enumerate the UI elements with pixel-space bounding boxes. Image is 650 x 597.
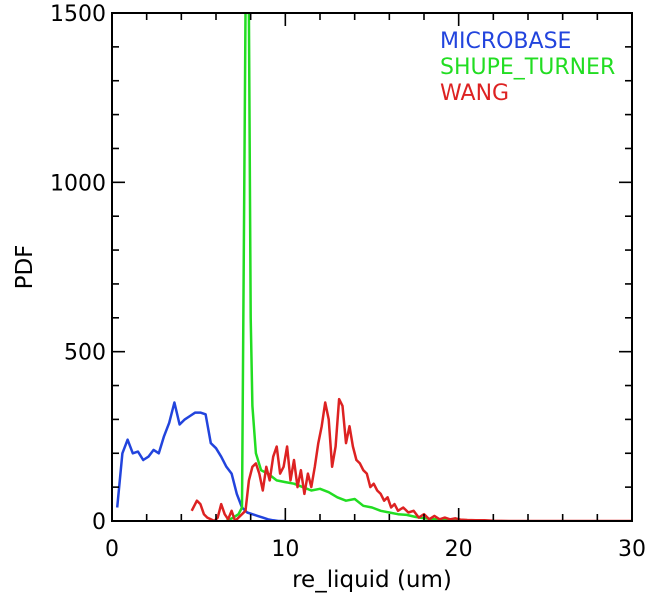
- x-tick-label: 0: [105, 537, 119, 562]
- y-axis-label: PDF: [12, 245, 38, 290]
- y-tick-label: 1000: [50, 171, 106, 196]
- x-tick-label: 10: [271, 537, 299, 562]
- axis-tick-labels: 0 10 20 30 0 500 1000 1500: [50, 2, 646, 562]
- legend-entry: SHUPE_TURNER: [440, 55, 615, 80]
- series-line-wang: [190, 397, 632, 521]
- x-tick-label: 20: [445, 537, 473, 562]
- axis-ticks: [111, 12, 633, 522]
- series-line-shupe-turner: [225, 13, 477, 521]
- x-axis-label: re_liquid (um): [292, 567, 452, 593]
- y-tick-label: 0: [92, 510, 106, 535]
- y-tick-label: 500: [64, 341, 106, 366]
- plot-frame: [111, 12, 633, 522]
- y-tick-label: 1500: [50, 2, 106, 27]
- x-tick-label: 30: [618, 537, 646, 562]
- legend-entry: MICROBASE: [440, 29, 571, 54]
- series-line-microbase: [115, 401, 286, 521]
- legend-entry: WANG: [440, 81, 509, 106]
- series-lines: [115, 13, 632, 521]
